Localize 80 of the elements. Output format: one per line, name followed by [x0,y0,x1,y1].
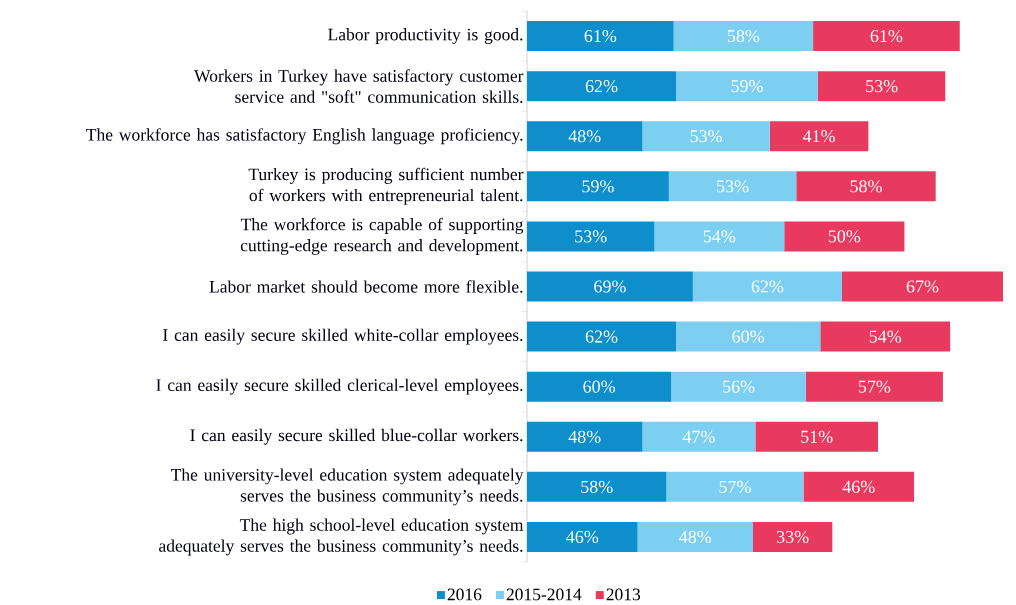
bar [527,171,669,202]
data-label: 58% [581,480,613,493]
bar [527,521,638,552]
bar [676,71,818,102]
data-label: 61% [870,29,903,43]
legend-label: 2016 [447,588,482,601]
bar [642,421,756,452]
data-label: 46% [842,480,875,493]
data-label: 41% [802,130,835,143]
y-tick-label: The high school-level education system adequately serves the business community’s needs. [159,518,524,556]
bar [527,221,655,252]
bar [692,271,842,302]
bar [527,421,643,452]
data-label: 50% [828,230,861,243]
bar [527,71,677,102]
y-tick-label: Labor market should become more flexible. [209,280,523,293]
data-label: 47% [682,430,715,443]
bar [784,221,905,252]
data-label: 46% [566,530,599,544]
bar [817,71,946,102]
data-label: 58% [850,180,882,193]
data-label: 62% [751,280,784,293]
bar [527,321,677,352]
data-label: 58% [727,29,760,43]
bar [813,21,960,52]
data-label: 48% [679,530,712,544]
bar [654,221,785,252]
data-label: 61% [584,29,617,43]
bar [803,471,915,502]
data-label: 59% [731,80,763,93]
bar [769,121,869,152]
data-label: 56% [723,380,755,393]
legend-label: 2015-2014 [506,588,582,601]
data-label: 59% [582,180,614,193]
bar [527,121,643,152]
bar [673,21,814,52]
bar [676,321,821,352]
data-label: 69% [594,280,626,293]
data-label: 53% [717,180,749,193]
bar [820,321,951,352]
y-tick-label: The workforce has satisfactory English language proficiency. [86,128,523,145]
data-label: 62% [585,330,618,343]
bar [752,521,833,552]
bar [841,271,1004,302]
bar [668,171,797,202]
y-tick-label: I can easily secure skilled white-collar employees. [163,328,523,345]
bar [527,21,674,52]
bar [671,371,806,402]
data-label: 53% [866,80,898,93]
data-label: 57% [719,480,751,493]
data-label: 60% [732,330,765,343]
y-tick-label: I can easily secure skilled blue-collar workers. [190,428,523,445]
data-label: 57% [858,380,891,393]
data-label: 53% [575,230,607,243]
y-tick-label: Workers in Turkey have satisfactory customer service and "soft" communication skills. [194,69,524,103]
data-label: 48% [568,130,601,143]
bar [527,471,667,502]
data-label: 48% [568,430,601,443]
data-label: 53% [690,130,722,143]
data-label: 67% [906,280,939,293]
data-label: 54% [703,230,736,243]
y-tick-label: The workforce is capable of supporting cutting-edge research and development. [240,217,524,255]
data-label: 33% [777,530,809,544]
bar [642,121,770,152]
y-tick-label: Labor productivity is good. [328,28,523,45]
bar [805,371,943,402]
bar [637,521,753,552]
data-label: 62% [585,80,618,93]
y-tick-label: I can easily secure skilled clerical-level employees. [156,378,523,395]
y-tick-label: The university-level education system adequately serves the business community’s needs. [170,468,524,506]
bar [755,421,878,452]
legend-label: 2013 [606,588,641,601]
data-label: 54% [869,330,902,343]
bar [527,271,693,302]
bar [527,371,672,402]
data-label: 60% [583,380,616,393]
bar [796,171,936,202]
bar [666,471,804,502]
y-tick-label: Turkey is producing sufficient number of workers with entrepreneurial talent. [248,167,524,205]
data-label: 51% [801,430,833,443]
